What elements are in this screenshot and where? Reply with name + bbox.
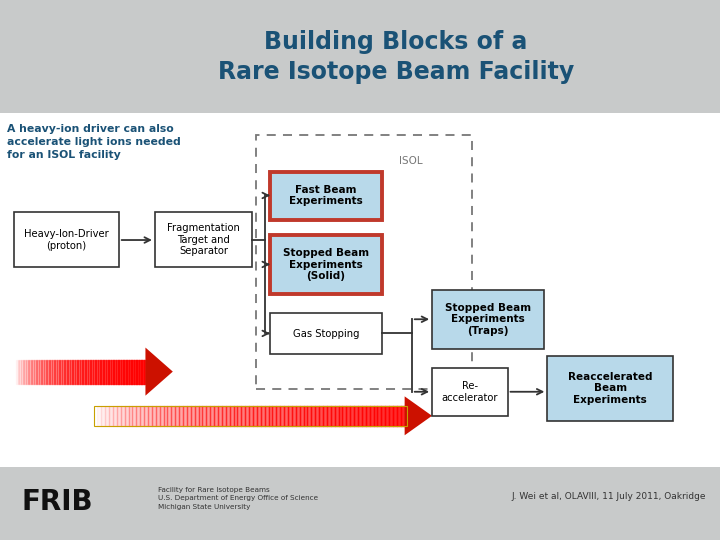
Text: Re-
accelerator: Re- accelerator <box>441 381 498 403</box>
Bar <box>155 212 252 267</box>
Text: Fragmentation
Target and
Separator: Fragmentation Target and Separator <box>167 223 240 256</box>
Text: Stopped Beam
Experiments
(Solid): Stopped Beam Experiments (Solid) <box>283 248 369 281</box>
Text: A heavy-ion driver can also
accelerate light ions needed
for an ISOL facility: A heavy-ion driver can also accelerate l… <box>7 124 181 160</box>
Text: FRIB: FRIB <box>22 488 93 516</box>
Bar <box>256 134 472 389</box>
Polygon shape <box>405 396 432 435</box>
Text: Building Blocks of a
Rare Isotope Beam Facility: Building Blocks of a Rare Isotope Beam F… <box>218 30 574 84</box>
Text: ISOL: ISOL <box>400 156 423 166</box>
Bar <box>270 235 382 294</box>
Bar <box>94 406 407 426</box>
Bar <box>14 212 119 267</box>
Text: Facility for Rare Isotope Beams
U.S. Department of Energy Office of Science
Mich: Facility for Rare Isotope Beams U.S. Dep… <box>158 487 318 510</box>
Text: Stopped Beam
Experiments
(Traps): Stopped Beam Experiments (Traps) <box>445 303 531 336</box>
Bar <box>547 356 673 421</box>
Text: Reaccelerated
Beam
Experiments: Reaccelerated Beam Experiments <box>568 372 652 405</box>
Bar <box>432 368 508 416</box>
Text: Gas Stopping: Gas Stopping <box>292 328 359 339</box>
Bar <box>432 290 544 349</box>
Text: Heavy-Ion-Driver
(proton): Heavy-Ion-Driver (proton) <box>24 229 109 251</box>
Text: Fast Beam
Experiments: Fast Beam Experiments <box>289 185 363 206</box>
Bar <box>270 172 382 219</box>
Text: J. Wei et al, OLAVIII, 11 July 2011, Oakridge: J. Wei et al, OLAVIII, 11 July 2011, Oak… <box>511 492 706 501</box>
Polygon shape <box>145 348 173 396</box>
Bar <box>270 313 382 354</box>
